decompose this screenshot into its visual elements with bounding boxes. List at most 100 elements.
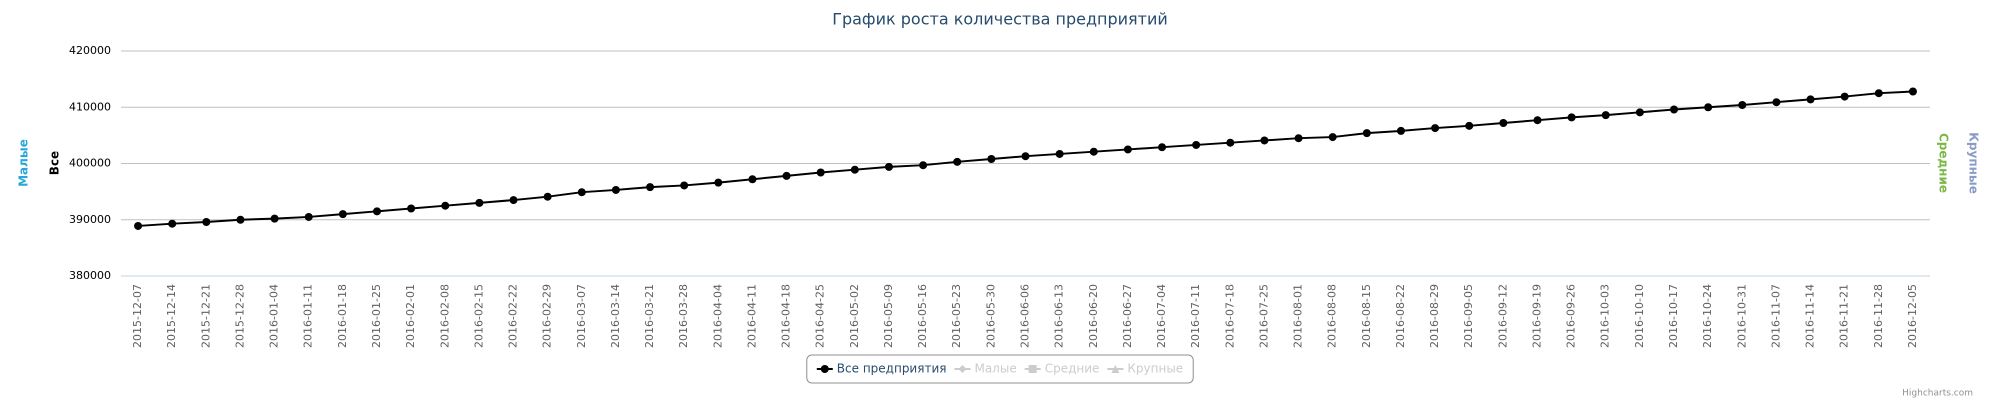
x-tick-label: 2016-06-20 [1087, 284, 1100, 348]
credits[interactable]: Highcharts.com [1902, 389, 1973, 399]
data-point [1260, 136, 1269, 145]
data-point [407, 204, 416, 213]
x-tick-label: 2016-11-14 [1804, 284, 1817, 348]
x-tick-label: 2016-10-10 [1633, 284, 1646, 348]
data-point [1772, 98, 1781, 107]
data-point [202, 218, 211, 226]
data-point [646, 183, 655, 192]
data-point [134, 221, 143, 230]
x-tick-label: 2016-04-11 [745, 284, 758, 348]
x-tick-label: 2016-04-04 [711, 284, 724, 348]
legend-label[interactable]: Малые [974, 362, 1016, 376]
data-point [1226, 138, 1235, 147]
x-tick-label: 2016-01-11 [302, 284, 315, 348]
data-point [919, 161, 928, 170]
legend-label[interactable]: Средние [1045, 362, 1100, 376]
data-point [714, 178, 723, 187]
legend-symbol [958, 365, 967, 373]
x-tick-label: 2016-07-25 [1257, 284, 1270, 348]
x-tick-label: 2016-05-23 [950, 284, 963, 348]
data-point [1328, 133, 1337, 142]
x-tick-label: 2016-07-18 [1223, 284, 1236, 348]
data-point [1158, 143, 1167, 152]
data-point [1089, 147, 1098, 156]
y-tick-label: 400000 [69, 157, 111, 170]
data-point [953, 157, 962, 166]
x-tick-label: 2016-02-01 [404, 284, 417, 348]
x-tick-label: 2015-12-07 [131, 284, 144, 348]
data-point [1874, 89, 1883, 98]
x-tick-label: 2016-10-17 [1667, 284, 1680, 348]
x-tick-label: 2016-09-05 [1462, 284, 1475, 348]
data-point [509, 196, 518, 205]
x-tick-label: 2016-10-31 [1735, 284, 1748, 348]
data-point [543, 192, 552, 201]
data-point [168, 219, 177, 228]
x-tick-label: 2016-03-28 [677, 284, 690, 348]
legend-label[interactable]: Все предприятия [837, 362, 947, 376]
x-tick-label: 2016-03-21 [643, 284, 656, 348]
x-tick-label: 2016-02-08 [438, 284, 451, 348]
data-point [1840, 92, 1849, 101]
x-tick-label: 2016-09-12 [1496, 284, 1509, 348]
data-point [1362, 129, 1371, 138]
x-tick-label: 2016-01-25 [370, 284, 383, 348]
data-point [816, 168, 825, 177]
data-point [1601, 111, 1610, 120]
data-point [304, 212, 313, 221]
data-point [441, 201, 450, 210]
data-point [1670, 105, 1679, 114]
legend-symbol [1028, 365, 1037, 373]
y-axis-title: Малые [17, 139, 31, 187]
data-point [680, 181, 689, 190]
x-tick-label: 2016-02-29 [541, 284, 554, 348]
data-point [1021, 152, 1030, 161]
data-point [1499, 119, 1508, 127]
legend-box [806, 354, 1194, 384]
legend-symbol [1111, 365, 1120, 373]
data-point [1396, 126, 1405, 135]
chart-title: График роста количества предприятий [832, 10, 1168, 29]
x-tick-label: 2016-05-02 [848, 284, 861, 348]
data-point [782, 171, 791, 180]
x-tick-label: 2015-12-21 [199, 284, 212, 348]
x-tick-label: 2016-08-22 [1394, 284, 1407, 348]
y-axis-title: Все [48, 151, 62, 175]
data-point [748, 175, 757, 184]
x-tick-label: 2015-12-28 [233, 284, 246, 348]
data-point [1294, 134, 1303, 143]
x-tick-label: 2016-06-27 [1121, 284, 1134, 348]
x-tick-label: 2016-05-09 [882, 284, 895, 348]
data-point [236, 215, 245, 224]
y-axis-title: Крупные [1967, 132, 1981, 194]
data-point [1533, 116, 1542, 125]
data-point [372, 207, 381, 216]
data-point [1055, 149, 1064, 158]
data-point [1908, 87, 1917, 96]
data-point [338, 210, 347, 219]
x-tick-label: 2016-08-15 [1360, 284, 1373, 348]
data-point [611, 185, 620, 194]
x-tick-label: 2016-09-19 [1530, 284, 1543, 348]
data-point [1806, 95, 1815, 104]
x-tick-label: 2016-07-11 [1189, 284, 1202, 348]
x-tick-label: 2016-01-18 [336, 284, 349, 348]
legend-label[interactable]: Крупные [1127, 362, 1183, 376]
data-point [577, 188, 586, 197]
x-tick-label: 2016-11-07 [1769, 284, 1782, 348]
x-tick-label: 2016-05-16 [916, 284, 929, 348]
data-point [884, 162, 893, 171]
x-tick-label: 2016-08-01 [1292, 284, 1305, 348]
x-tick-label: 2016-06-13 [1053, 284, 1066, 348]
data-point [475, 198, 484, 207]
x-tick-label: 2016-06-06 [1019, 284, 1032, 348]
data-point [270, 214, 279, 223]
x-tick-label: 2016-04-18 [780, 284, 793, 348]
data-point [1192, 140, 1201, 149]
data-point [1431, 124, 1440, 133]
data-point [987, 155, 996, 163]
x-tick-label: 2016-02-22 [507, 284, 520, 348]
data-point [1123, 145, 1132, 154]
x-tick-label: 2016-03-07 [575, 284, 588, 348]
